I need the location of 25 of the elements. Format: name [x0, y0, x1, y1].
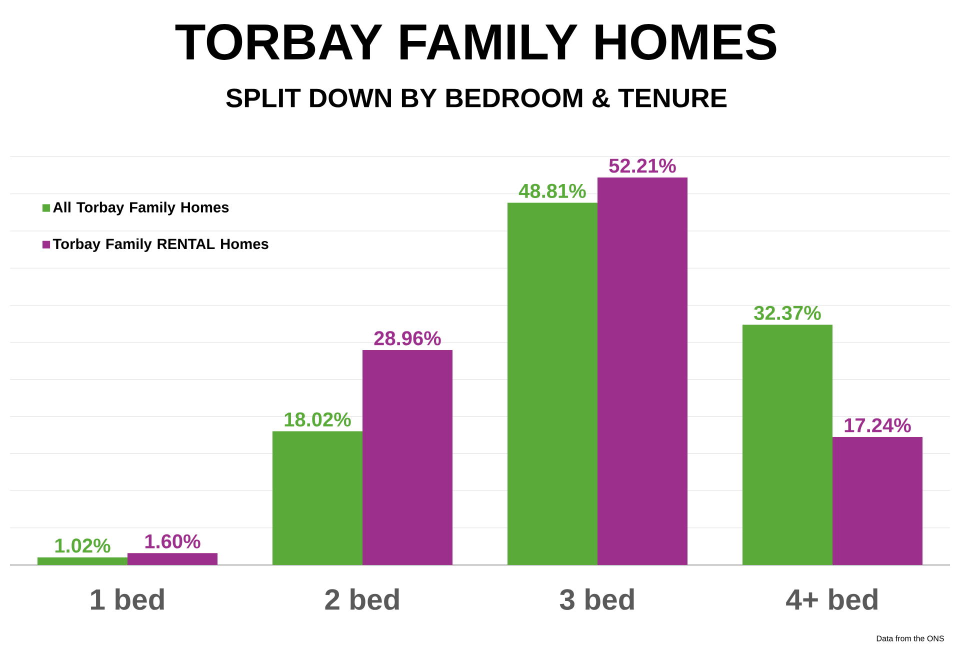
- x-tick-label: 4+ bed: [786, 588, 878, 610]
- data-label: 18.02%: [284, 412, 351, 427]
- x-tick-label: 3 bed: [560, 588, 634, 610]
- data-label: 1.60%: [145, 534, 200, 548]
- legend-label: Torbay Family RENTAL Homes: [52, 238, 268, 252]
- data-label: 52.21%: [609, 158, 676, 173]
- bar: [742, 324, 833, 566]
- data-label: 1.02%: [55, 538, 110, 553]
- data-label: 17.24%: [844, 418, 911, 432]
- text: Data from the ONS: [876, 635, 944, 642]
- bar: [38, 557, 128, 566]
- bar: [272, 431, 363, 566]
- bar: [128, 553, 218, 566]
- bar: [598, 177, 688, 566]
- bar: [508, 202, 598, 566]
- x-tick-label: 2 bed: [325, 588, 399, 610]
- data-label: 28.96%: [374, 331, 441, 346]
- x-tick-label: 1 bed: [91, 588, 164, 610]
- legend-label: All Torbay Family Homes: [53, 202, 229, 216]
- chart-title: TORBAY FAMILY HOMES: [175, 24, 776, 60]
- data-label: 48.81%: [518, 184, 586, 198]
- data-label: 32.37%: [754, 306, 821, 320]
- bar: [362, 350, 453, 566]
- chart-subtitle: SPLIT DOWN BY BEDROOM & TENURE: [226, 88, 727, 108]
- bar: [832, 437, 923, 566]
